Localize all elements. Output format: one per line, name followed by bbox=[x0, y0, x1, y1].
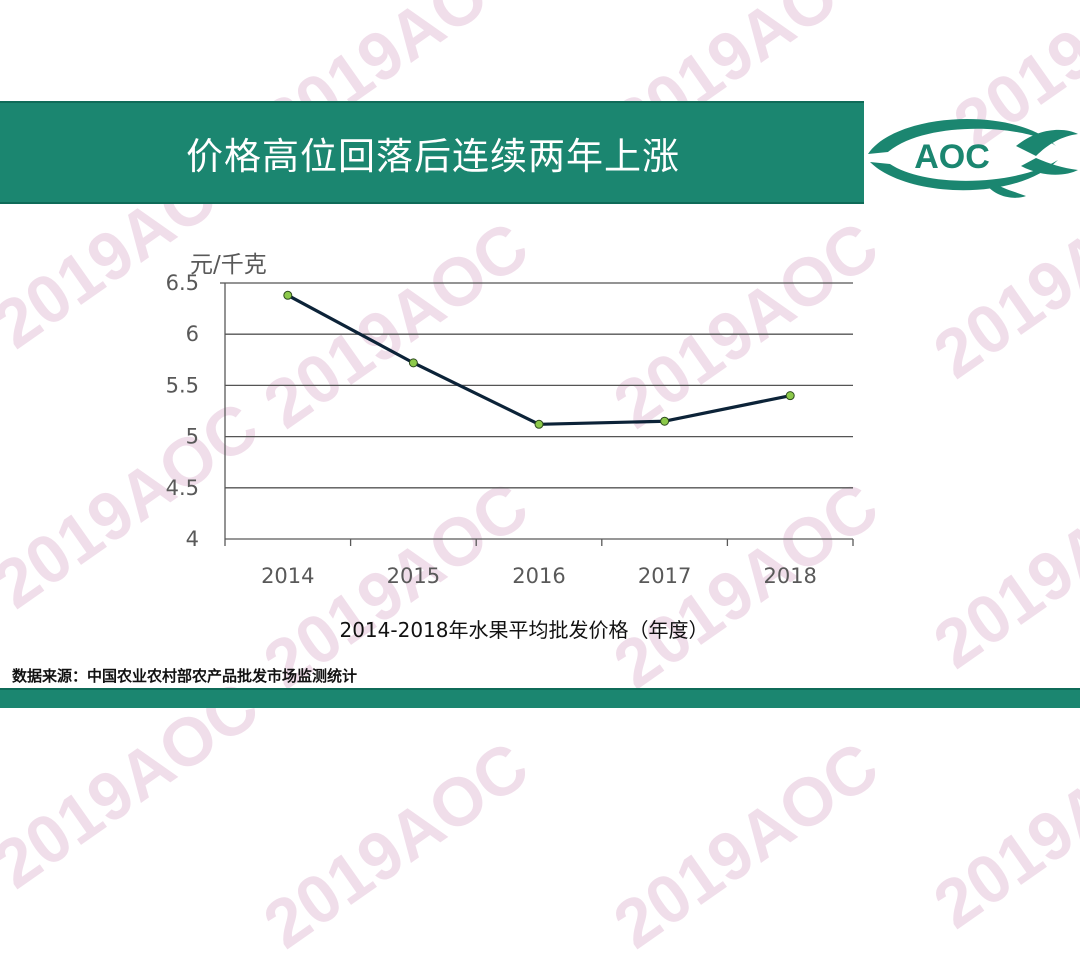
x-tick-label: 2014 bbox=[261, 564, 314, 588]
y-tick-label: 6 bbox=[186, 322, 199, 346]
page-title: 价格高位回落后连续两年上涨 bbox=[186, 134, 680, 178]
bottom-bar bbox=[0, 688, 1080, 708]
title-bar: 价格高位回落后连续两年上涨 bbox=[0, 101, 864, 204]
x-tick-label: 2018 bbox=[763, 564, 816, 588]
y-tick-label: 6.5 bbox=[166, 271, 199, 295]
line-chart: 4 4.5 5 5.5 6 6.5 2014 2015 2016 2017 2018 元/千克 2014… bbox=[166, 252, 854, 642]
data-point bbox=[660, 416, 670, 426]
y-axis-label: 元/千克 bbox=[190, 252, 267, 278]
logo-text: AOC bbox=[914, 138, 990, 176]
data-point bbox=[785, 391, 795, 401]
y-tick-label: 5.5 bbox=[166, 373, 199, 397]
y-tick-label: 4.5 bbox=[166, 476, 199, 500]
data-point bbox=[283, 290, 293, 300]
y-tick-label: 5 bbox=[186, 425, 199, 449]
chart-title: 2014-2018年水果平均批发价格（年度） bbox=[339, 618, 708, 642]
data-point bbox=[534, 419, 544, 429]
x-tick-label: 2017 bbox=[638, 564, 691, 588]
series-line bbox=[287, 293, 791, 426]
data-point bbox=[408, 358, 418, 368]
data-source: 数据来源：中国农业农村部农产品批发市场监测统计 bbox=[12, 667, 358, 685]
y-tick-label: 4 bbox=[186, 527, 199, 551]
x-tick-label: 2015 bbox=[387, 564, 440, 588]
x-tick-label: 2016 bbox=[512, 564, 565, 588]
aoc-logo: AOC bbox=[868, 119, 1078, 198]
